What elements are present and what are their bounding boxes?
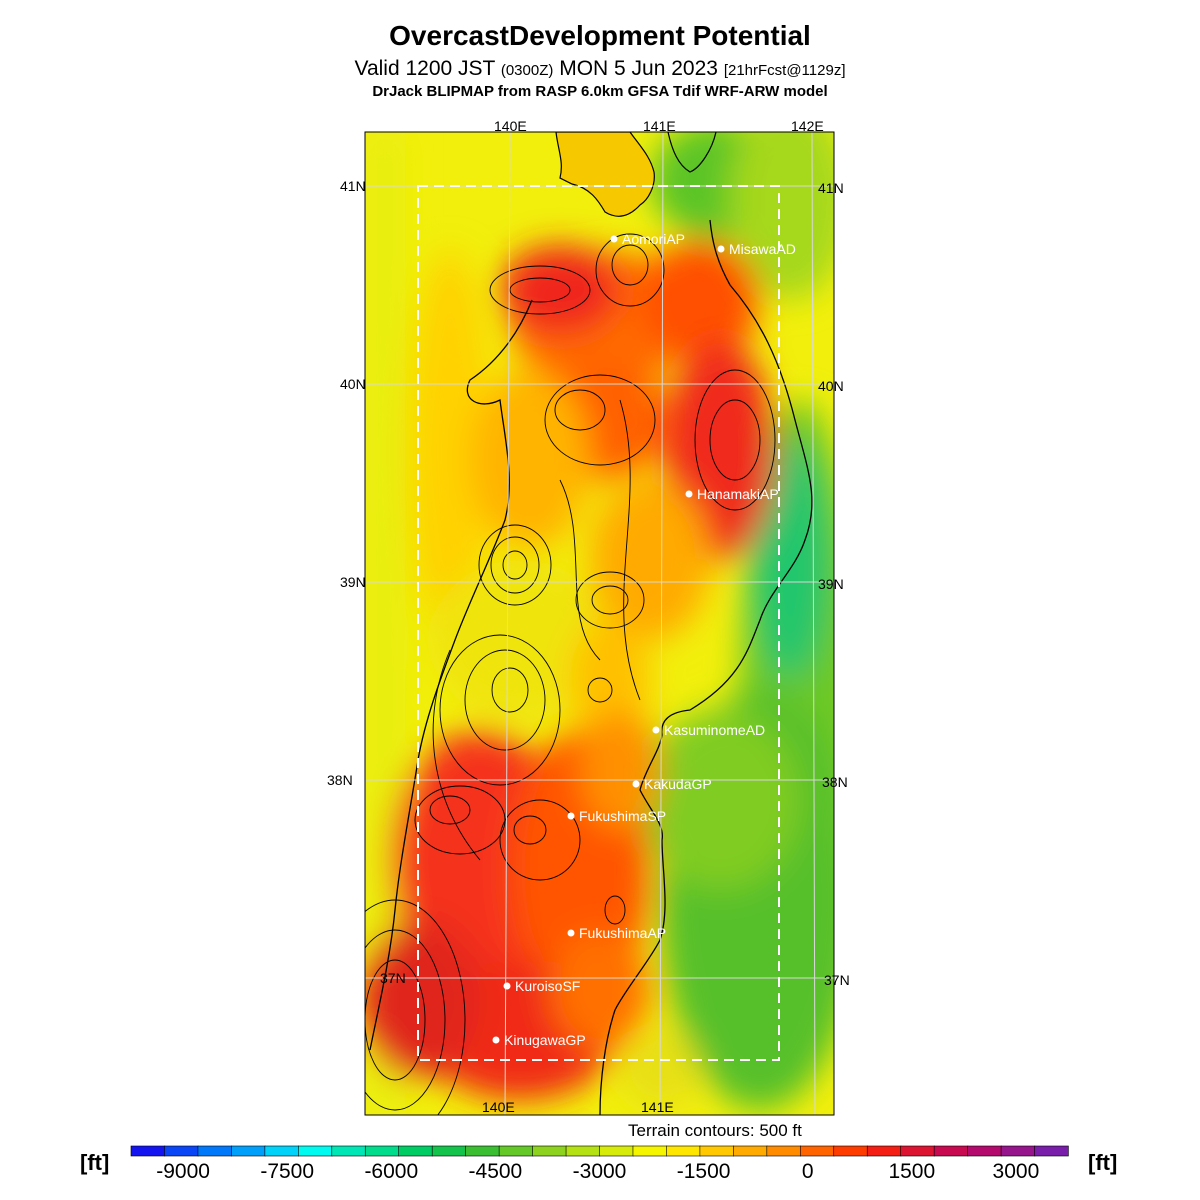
colorbar-tick-label: 0	[801, 1160, 814, 1183]
station-label: FukushimaAP	[579, 925, 666, 941]
colorbar-swatch	[900, 1145, 935, 1157]
colorbar-swatch	[1034, 1145, 1069, 1157]
colorbar-swatch	[933, 1145, 969, 1157]
valid-time-line: Valid 1200 JST (0300Z) MON 5 Jun 2023 [2…	[0, 57, 1200, 81]
colorbar-swatch	[264, 1145, 300, 1157]
colorbar	[130, 1145, 1069, 1157]
lat-label-right: 41N	[818, 180, 844, 196]
colorbar-swatch	[666, 1145, 701, 1157]
lon-label-bottom: 140E	[482, 1099, 515, 1115]
lat-label-right: 37N	[824, 972, 850, 988]
colorbar-swatch	[599, 1145, 634, 1157]
lon-label-top: 141E	[643, 118, 676, 134]
station-dot	[567, 929, 575, 937]
station-dot	[492, 1036, 500, 1044]
colorbar-tick-label: -3000	[572, 1160, 627, 1183]
valid-utc: (0300Z)	[500, 62, 554, 79]
peninsula-outline	[555, 132, 655, 217]
station-label: HanamakiAP	[697, 486, 779, 502]
colorbar-swatch	[498, 1145, 534, 1157]
model-line: DrJack BLIPMAP from RASP 6.0km GFSA Tdif…	[372, 83, 828, 100]
colorbar-tick-label: -1500	[676, 1160, 731, 1183]
station-dot	[567, 812, 575, 820]
station-label: FukushimaSP	[579, 808, 666, 824]
lat-label-left: 39N	[340, 574, 366, 590]
station-label: KuroisoSF	[515, 978, 580, 994]
colorbar-swatch	[398, 1145, 433, 1157]
lon-label-top: 140E	[494, 118, 527, 134]
lon-label-top: 142E	[791, 118, 824, 134]
lat-label-right: 39N	[818, 576, 844, 592]
colorbar-tick-label: -9000	[156, 1160, 210, 1183]
colorbar-swatch	[766, 1145, 801, 1157]
station-label: KinugawaGP	[504, 1032, 586, 1048]
lat-label-left: 41N	[340, 178, 366, 194]
station-label: MisawaAD	[729, 241, 796, 257]
station-label: AomoriAP	[622, 231, 685, 247]
colorbar-swatch	[465, 1145, 500, 1157]
valid-date: MON 5 Jun 2023	[559, 57, 718, 80]
terrain-note: Terrain contours: 500 ft	[628, 1121, 802, 1140]
lat-label-left: 37N	[380, 970, 406, 986]
station-label: KasuminomeAD	[664, 722, 765, 738]
colorbar-swatch	[565, 1145, 601, 1157]
map-frame	[364, 131, 835, 1116]
colorbar-swatch	[1000, 1145, 1036, 1157]
coastline-north	[667, 132, 717, 173]
colorbar-tick-label: -6000	[364, 1160, 419, 1183]
colorbar-swatch	[197, 1145, 233, 1157]
colorbar-swatch	[733, 1145, 768, 1157]
coastline-west	[369, 299, 533, 1051]
coastline-east	[599, 219, 813, 1115]
colorbar-swatch	[164, 1145, 199, 1157]
colorbar-swatch	[632, 1145, 668, 1157]
colorbar-tick-label: 3000	[992, 1160, 1040, 1183]
station-dot	[685, 490, 693, 498]
colorbar-swatch	[298, 1145, 333, 1157]
colorbar-swatch	[833, 1145, 868, 1157]
station-markers	[492, 235, 725, 1044]
colorbar-swatch	[967, 1145, 1002, 1157]
station-dot	[717, 245, 725, 253]
lat-label-left: 38N	[327, 772, 353, 788]
station-dot	[610, 235, 618, 243]
lon-label-bottom: 141E	[641, 1099, 674, 1115]
colorbar-swatch	[130, 1145, 166, 1157]
colorbar-swatch	[799, 1145, 835, 1157]
valid-prefix: Valid 1200 JST	[354, 57, 495, 80]
colorbar-swatch	[331, 1145, 366, 1157]
station-dot	[503, 982, 511, 990]
domain-box	[417, 185, 780, 1061]
colorbar-swatch	[866, 1145, 902, 1157]
station-label: KakudaGP	[644, 776, 712, 792]
colorbar-swatch	[364, 1145, 400, 1157]
station-labels: AomoriAP MisawaAD HanamakiAP KasuminomeA…	[504, 231, 796, 1048]
map-title: OvercastDevelopment Potential	[389, 20, 811, 51]
colorbar-swatch	[532, 1145, 567, 1157]
lat-label-right: 40N	[818, 378, 844, 394]
forecast-info: [21hrFcst@1129z]	[723, 62, 846, 79]
colorbar-tick-label: -7500	[260, 1160, 315, 1183]
colorbar-unit-right: [ft]	[1088, 1150, 1118, 1175]
colorbar-tick-label: 1500	[888, 1160, 936, 1183]
colorbar-tick-label: -4500	[468, 1160, 523, 1183]
colorbar-swatch	[231, 1145, 266, 1157]
station-dot	[632, 780, 640, 788]
colorbar-unit-left: [ft]	[80, 1150, 110, 1175]
station-dot	[652, 726, 660, 734]
lat-label-left: 40N	[340, 376, 366, 392]
terrain-contours	[365, 233, 776, 1115]
color-field	[365, 132, 834, 1115]
lat-label-right: 38N	[822, 774, 848, 790]
colorbar-swatch	[431, 1145, 467, 1157]
colorbar-swatch	[699, 1145, 735, 1157]
